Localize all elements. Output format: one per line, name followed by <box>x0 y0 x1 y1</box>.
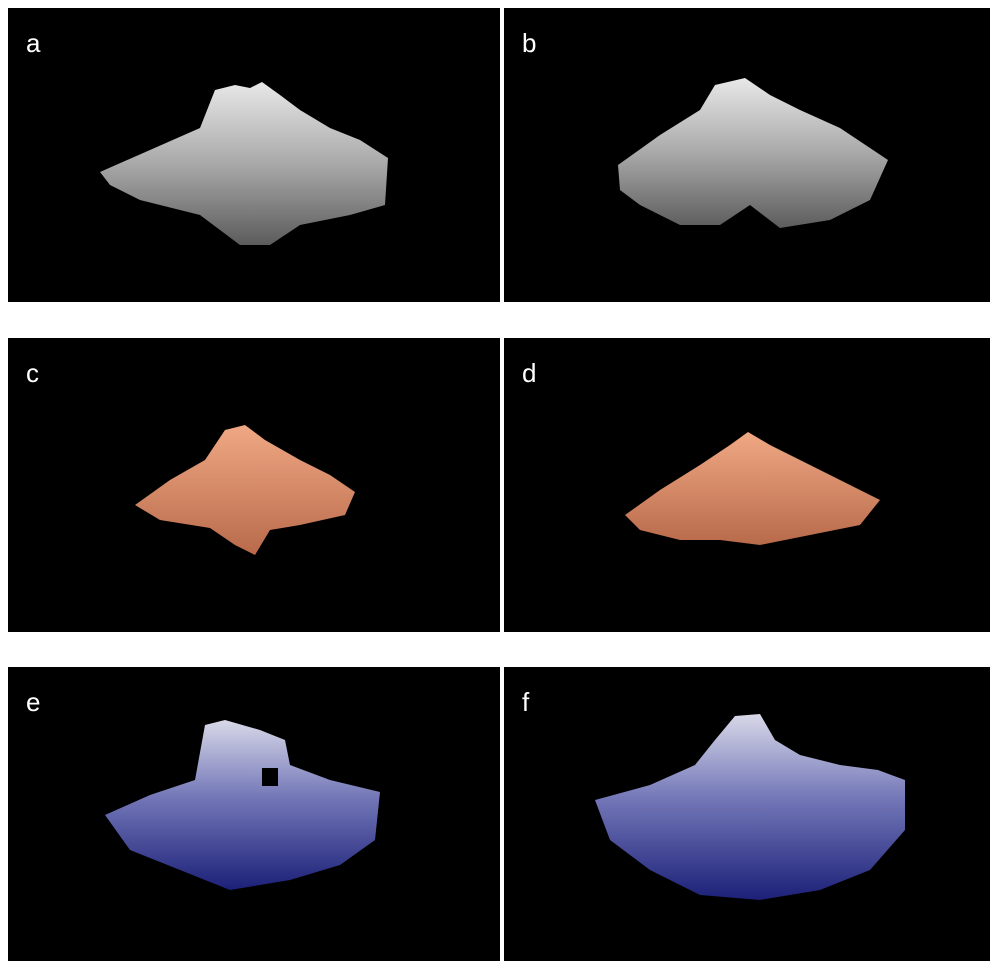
panel-label: f <box>522 687 530 717</box>
panel-label: d <box>522 358 536 388</box>
render-hole <box>262 768 278 786</box>
panel-label: b <box>522 28 536 58</box>
panel-label: e <box>26 687 40 717</box>
page: {"panels": [{"label": "a"}, {"label": "b… <box>0 0 990 961</box>
panel-label: a <box>26 28 41 58</box>
figure: a b c d e f <box>0 0 990 961</box>
panel-label: c <box>26 358 39 388</box>
